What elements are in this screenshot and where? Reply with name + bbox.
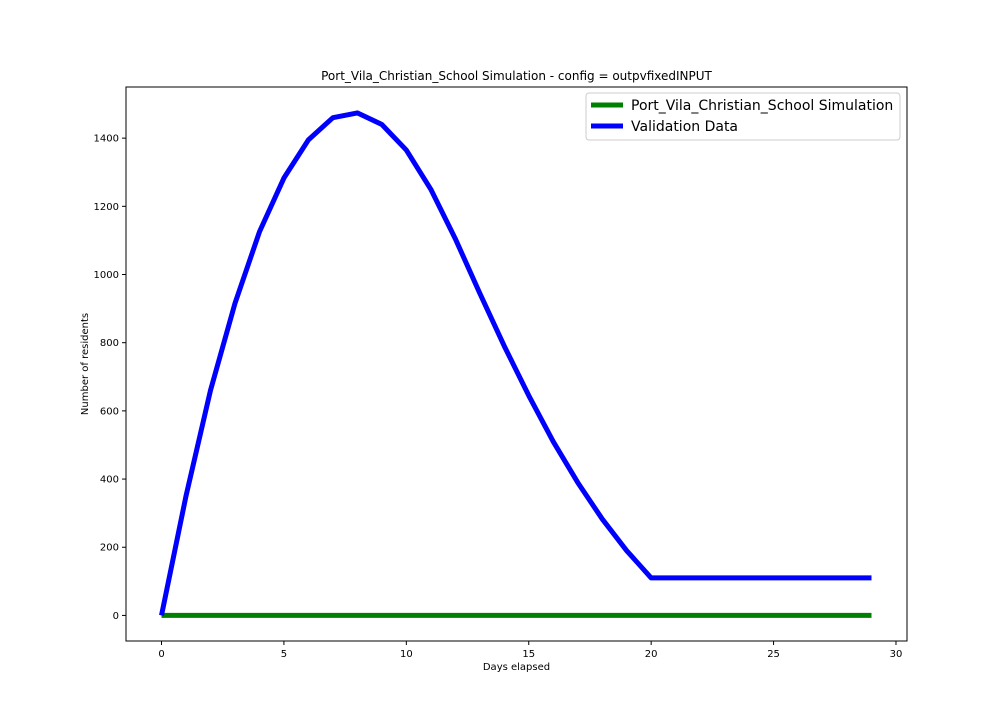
axes-layer: 0 5 10 15 20 25 30 0 200 400 600 800 1000 1200 1400 bbox=[94, 86, 908, 660]
plot-frame bbox=[125, 86, 908, 642]
legend: Port_Vila_Christian_School Simulation Val… bbox=[585, 92, 901, 141]
series-layer bbox=[159, 110, 872, 618]
x-tick-label: 30 bbox=[890, 649, 903, 660]
x-tick-label: 15 bbox=[522, 649, 535, 660]
y-tick-label: 600 bbox=[100, 406, 119, 417]
x-tick-label: 0 bbox=[158, 649, 164, 660]
x-tick-label: 10 bbox=[400, 649, 413, 660]
y-tick-label: 800 bbox=[100, 338, 119, 349]
chart-title: Port_Vila_Christian_School Simulation - … bbox=[321, 69, 712, 83]
y-tick-label: 1400 bbox=[94, 134, 119, 145]
y-axis-label: Number of residents bbox=[80, 313, 91, 415]
series-line-1 bbox=[159, 110, 872, 616]
x-axis-label: Days elapsed bbox=[483, 662, 550, 673]
legend-label-1: Validation Data bbox=[631, 119, 738, 135]
y-tick-label: 0 bbox=[113, 611, 119, 622]
x-tick-label: 25 bbox=[767, 649, 780, 660]
x-tick-label: 20 bbox=[645, 649, 658, 660]
legend-box bbox=[585, 92, 901, 141]
legend-label-0: Port_Vila_Christian_School Simulation bbox=[631, 98, 893, 114]
x-tick-label: 5 bbox=[281, 649, 287, 660]
y-tick-label: 1000 bbox=[94, 270, 119, 281]
y-tick-label: 400 bbox=[100, 475, 119, 486]
y-tick-label: 1200 bbox=[94, 202, 119, 213]
y-tick-label: 200 bbox=[100, 543, 119, 554]
